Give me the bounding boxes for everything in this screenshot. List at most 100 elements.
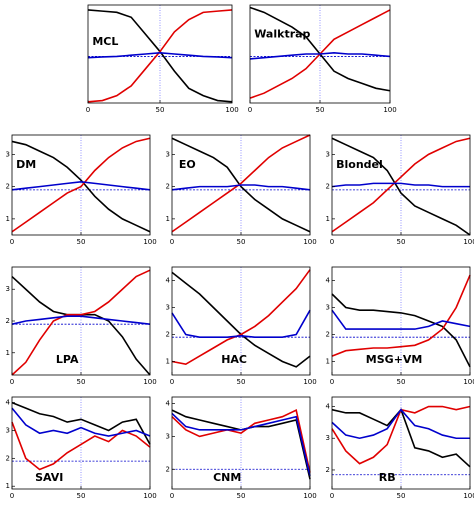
y-tick-label: 2 <box>6 454 10 462</box>
plot-frame <box>171 396 311 490</box>
x-tick-label: 100 <box>143 378 156 386</box>
y-tick-label: 2 <box>326 183 330 191</box>
x-tick-label: 50 <box>77 492 86 500</box>
x-tick-label: 100 <box>143 492 156 500</box>
series-line <box>331 293 471 368</box>
y-tick-label: 3 <box>6 285 10 293</box>
chart-title: HAC <box>221 353 247 366</box>
y-tick-label: 2 <box>6 317 10 325</box>
x-tick-label: 0 <box>86 106 90 114</box>
series-line <box>11 269 151 376</box>
x-tick-label: 50 <box>77 238 86 246</box>
y-tick-label: 2 <box>166 183 170 191</box>
series-line <box>11 407 151 437</box>
x-tick-label: 100 <box>143 238 156 246</box>
series-line <box>11 180 151 191</box>
y-tick-label: 2 <box>326 466 330 474</box>
x-tick-label: 100 <box>225 106 238 114</box>
x-tick-label: 100 <box>463 378 474 386</box>
y-tick-label: 2 <box>326 331 330 339</box>
x-tick-label: 50 <box>237 492 246 500</box>
series-line <box>331 137 471 233</box>
plot-frame <box>87 4 233 104</box>
chart-title: Walktrap <box>254 27 310 40</box>
y-tick-label: 3 <box>166 150 170 158</box>
y-tick-label: 4 <box>166 277 171 285</box>
x-tick-label: 0 <box>170 492 174 500</box>
x-tick-label: 0 <box>10 378 14 386</box>
series-line <box>171 137 311 233</box>
series-line <box>331 182 470 188</box>
chart-title: MCL <box>92 35 118 48</box>
y-tick-label: 3 <box>166 304 170 312</box>
plot-frame <box>331 134 471 236</box>
x-tick-label: 0 <box>10 492 14 500</box>
x-tick-label: 100 <box>303 492 316 500</box>
chart-title: Blondel <box>336 158 383 171</box>
y-tick-label: 2 <box>166 331 170 339</box>
y-tick-label: 1 <box>326 215 330 223</box>
chart-title: LPA <box>56 353 79 366</box>
x-tick-label: 0 <box>10 238 14 246</box>
y-tick-label: 1 <box>166 215 170 223</box>
y-tick-label: 4 <box>166 400 171 408</box>
y-tick-label: 3 <box>6 150 10 158</box>
chart-title: DM <box>16 158 36 171</box>
y-tick-label: 4 <box>326 277 331 285</box>
x-tick-label: 50 <box>77 378 86 386</box>
series-line <box>171 134 311 233</box>
series-line <box>249 51 391 60</box>
plot-frame <box>331 266 471 376</box>
x-tick-label: 50 <box>316 106 325 114</box>
series-line <box>171 269 311 366</box>
series-line <box>11 137 151 233</box>
y-tick-label: 1 <box>6 349 10 357</box>
y-tick-label: 1 <box>166 358 170 366</box>
x-tick-label: 0 <box>330 378 334 386</box>
plot-frame <box>171 134 311 236</box>
y-tick-label: 3 <box>6 426 10 434</box>
x-tick-label: 50 <box>237 378 246 386</box>
x-tick-label: 100 <box>463 238 474 246</box>
plot-frame <box>249 4 391 104</box>
y-tick-label: 3 <box>326 434 330 442</box>
y-tick-label: 3 <box>166 432 170 440</box>
series-line <box>87 51 233 59</box>
chart-title: SAVI <box>35 471 63 484</box>
chart-title: MSG+VM <box>366 353 423 366</box>
x-tick-label: 0 <box>330 238 334 246</box>
plot-frame <box>11 396 151 490</box>
x-tick-label: 0 <box>170 238 174 246</box>
x-tick-label: 50 <box>156 106 165 114</box>
chart-title: RB <box>379 471 396 484</box>
y-tick-label: 2 <box>6 183 10 191</box>
series-line <box>331 309 471 330</box>
y-tick-label: 4 <box>6 399 11 407</box>
x-tick-label: 50 <box>397 238 406 246</box>
y-tick-label: 4 <box>326 403 331 411</box>
series-line <box>171 309 311 338</box>
y-tick-label: 1 <box>6 482 10 490</box>
plot-frame <box>11 266 151 376</box>
chart-title: CNM <box>213 471 241 484</box>
series-line <box>11 315 151 325</box>
plot-frame <box>171 266 311 376</box>
y-tick-label: 3 <box>326 304 330 312</box>
y-tick-label: 2 <box>166 465 170 473</box>
series-line <box>171 412 311 477</box>
x-tick-label: 50 <box>237 238 246 246</box>
chart-title: EO <box>179 158 196 171</box>
series-line <box>171 408 311 473</box>
y-tick-label: 1 <box>326 358 330 366</box>
plot-frame <box>11 134 151 236</box>
series-line <box>331 137 471 236</box>
series-line <box>11 140 151 233</box>
x-tick-label: 100 <box>303 238 316 246</box>
series-line <box>171 184 311 191</box>
y-tick-label: 1 <box>6 215 10 223</box>
x-tick-label: 50 <box>397 378 406 386</box>
x-tick-label: 100 <box>303 378 316 386</box>
x-tick-label: 0 <box>170 378 174 386</box>
series-line <box>87 9 233 103</box>
